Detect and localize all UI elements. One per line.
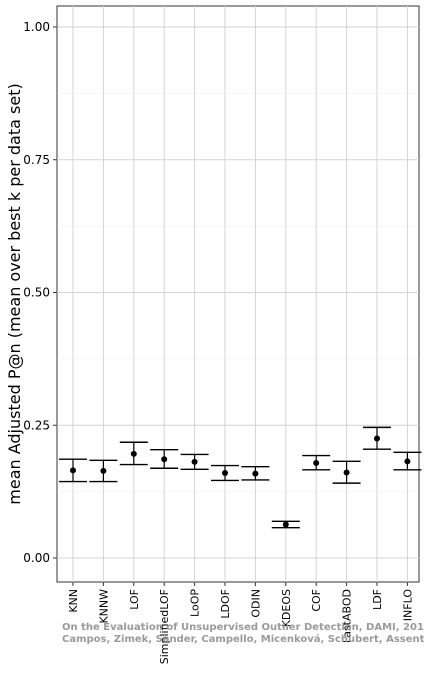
error-bar-ldof [211,464,239,482]
x-tick-label: LOF [128,589,141,610]
error-bar-knnw [89,459,118,483]
x-tick-label: KNN [67,589,80,613]
error-bar-simplifiedlof [150,448,179,469]
watermark-line-2: Campos, Zimek, Sander, Campello, Micenko… [62,633,424,645]
error-bar-ldf [363,426,391,450]
error-bar-odin [241,465,270,481]
x-tick-label: ODIN [249,589,262,618]
x-tick-label: LDF [371,589,384,610]
error-bar-lof [119,441,148,466]
mean-point [191,458,198,465]
x-tick-label: INFLO [401,589,414,622]
y-axis: 0.00 0.25 0.50 0.75 1.00 [23,20,57,565]
x-tick-label: COF [310,589,323,612]
error-bar-knn [59,458,87,483]
mean-point [374,435,380,442]
y-axis-label: mean Adjusted P@n (mean over best k per … [5,83,24,504]
mean-point [70,467,76,474]
watermark-line-1: On the Evaluation of Unsupervised Outlie… [62,622,424,633]
x-tick-label: FastABOD [341,589,354,643]
mean-point [252,470,259,477]
grid-lines [57,6,419,582]
mean-point [130,450,137,457]
mean-point [313,459,320,466]
y-tick-label: 0.00 [23,551,50,565]
mean-point [404,458,411,465]
data-marks [59,426,422,529]
x-axis: KNN KNNW LOF SimplifiedLOF LoOP LDOF ODIN KDEOS… [67,582,414,664]
mean-point [161,456,168,463]
x-tick-label: KNNW [97,589,110,624]
mean-point [282,521,289,528]
mean-point [100,467,107,474]
error-bar-loop [180,453,209,471]
x-tick-label: SimplifiedLOF [158,589,171,664]
error-bar-inflo [393,451,422,471]
y-tick-label: 0.25 [23,418,50,432]
watermark: On the Evaluation of Unsupervised Outlie… [62,622,424,645]
x-tick-label: LDOF [219,589,232,619]
y-tick-label: 0.75 [23,153,50,167]
plot-panel [56,5,420,583]
error-bar-kdeos [271,520,300,529]
error-bar-fastabod [332,460,361,484]
y-tick-label: 0.50 [23,286,50,300]
y-tick-label: 1.00 [23,20,50,34]
mean-point [343,469,350,476]
x-tick-label: LoOP [189,589,202,617]
mean-point [222,470,228,477]
x-tick-label: KDEOS [280,589,293,627]
error-bar-cof [302,454,331,471]
